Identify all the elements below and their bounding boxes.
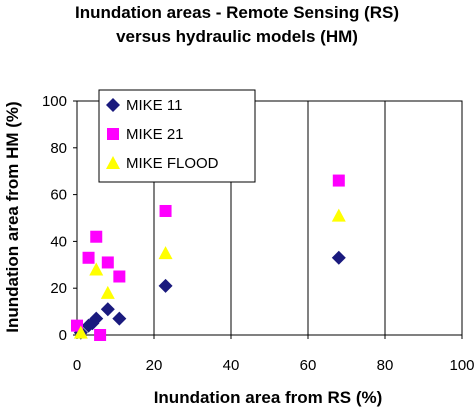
y-axis-label: Inundation area from HM (%)	[3, 101, 22, 332]
x-tick-label: 0	[73, 357, 81, 374]
mike-11-point	[89, 311, 104, 326]
mike-21-point	[101, 256, 114, 269]
legend: MIKE 11 MIKE 21 MIKE FLOOD	[98, 89, 256, 183]
mike-flood-point	[158, 246, 173, 260]
x-tick-label: 80	[377, 357, 394, 374]
mike-21-point	[159, 204, 172, 217]
mike-flood-point	[73, 325, 88, 339]
x-tick-label: 60	[300, 357, 317, 374]
mike-11-point	[100, 302, 115, 317]
mike-11-point	[331, 250, 346, 265]
mike-21-point	[94, 329, 107, 341]
legend-marker-mike-flood	[106, 156, 120, 169]
chart-title-line-1: Inundation areas - Remote Sensing (RS)	[75, 3, 399, 22]
legend-marker-mike-11	[106, 98, 120, 112]
y-tick-label: 80	[50, 140, 67, 157]
mike-21-point	[113, 270, 126, 283]
mike-flood-point	[89, 262, 104, 276]
y-tick-label: 20	[50, 280, 67, 297]
legend-label-mike-21: MIKE 21	[126, 126, 184, 143]
x-tick-label: 100	[449, 357, 474, 374]
x-tick-label: 40	[223, 357, 240, 374]
mike-11-point	[158, 278, 173, 293]
y-tick-label: 0	[59, 327, 67, 344]
x-axis-label: Inundation area from RS (%)	[154, 388, 383, 407]
y-tick-label: 100	[42, 93, 67, 110]
mike-11-point	[112, 311, 127, 326]
legend-box	[98, 89, 256, 183]
mike-21-point	[82, 251, 95, 264]
mike-flood-point	[100, 285, 115, 299]
y-tick-label: 60	[50, 187, 67, 204]
axis-ticks: 0 20 40 60 80 100 0 20 40 60 80 100	[42, 93, 474, 374]
y-tick-label: 40	[50, 233, 67, 250]
mike-21-point	[90, 230, 103, 243]
plot-area-frame	[76, 100, 463, 336]
data-points	[71, 174, 346, 341]
mike-21-point	[332, 174, 345, 187]
legend-label-mike-11: MIKE 11	[126, 97, 182, 114]
mike-flood-point	[331, 208, 346, 222]
x-tick-label: 20	[146, 357, 163, 374]
legend-marker-mike-21	[107, 128, 119, 140]
chart-title-line-2: versus hydraulic models (HM)	[116, 27, 358, 46]
legend-label-mike-flood: MIKE FLOOD	[126, 155, 219, 172]
